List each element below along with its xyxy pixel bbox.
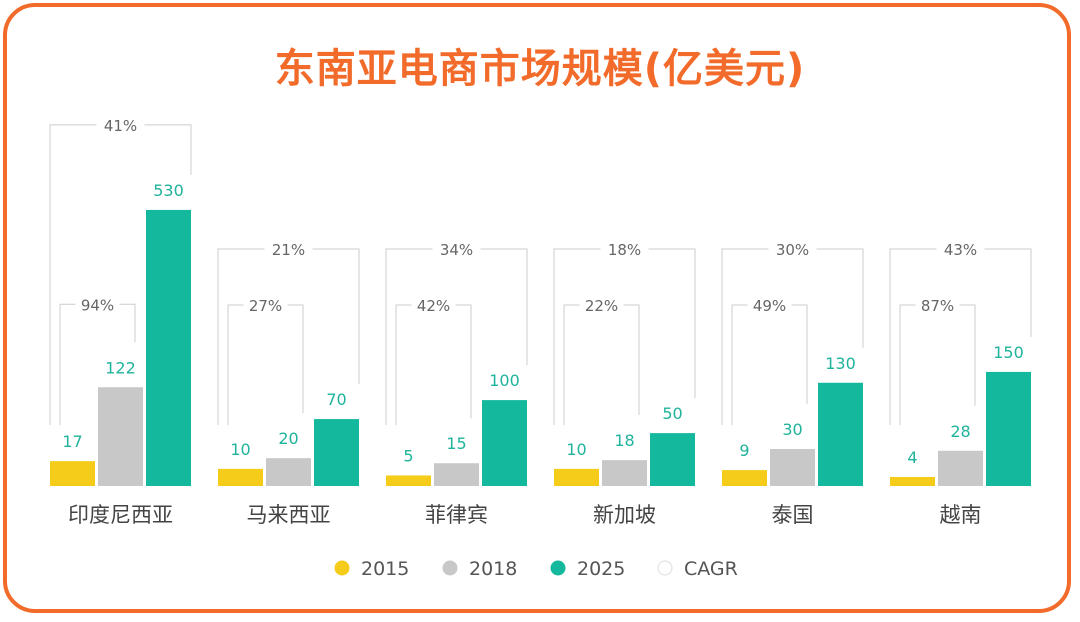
data-label: 10 bbox=[566, 440, 586, 459]
cagr-label-bg bbox=[579, 295, 624, 315]
data-label: 50 bbox=[662, 404, 682, 423]
cagr-bracket-inner bbox=[227, 304, 304, 425]
bar-2015 bbox=[50, 461, 95, 486]
legend-marker-2025 bbox=[550, 560, 566, 576]
category-label: 印度尼西亚 bbox=[68, 503, 173, 527]
cagr-bracket-outer bbox=[385, 248, 528, 425]
cagr-label-bg bbox=[768, 239, 817, 259]
data-label: 5 bbox=[403, 446, 413, 465]
data-label: 70 bbox=[326, 390, 346, 409]
bar-2018 bbox=[266, 458, 311, 486]
cagr-label-bg bbox=[936, 239, 985, 259]
cagr-label-inner: 94% bbox=[81, 296, 114, 314]
bar-2025 bbox=[650, 433, 695, 486]
data-label: 130 bbox=[825, 354, 856, 373]
category-label: 菲律宾 bbox=[425, 503, 488, 527]
cagr-bracket-inner bbox=[563, 304, 640, 425]
legend-marker-2018 bbox=[442, 560, 458, 576]
cagr-label-outer: 18% bbox=[608, 241, 641, 259]
data-label: 15 bbox=[446, 434, 466, 453]
data-label: 122 bbox=[105, 358, 136, 377]
bar-2018 bbox=[770, 449, 815, 486]
cagr-label-bg bbox=[411, 295, 456, 315]
cagr-bracket-inner bbox=[731, 304, 808, 425]
data-label: 9 bbox=[739, 441, 749, 460]
data-label: 17 bbox=[62, 432, 82, 451]
cagr-label-bg bbox=[432, 239, 481, 259]
cagr-label-bg bbox=[600, 239, 649, 259]
bar-2025 bbox=[818, 382, 863, 486]
cagr-label-outer: 41% bbox=[104, 117, 137, 135]
chart-title: 东南亚电商市场规模(亿美元) bbox=[274, 46, 806, 92]
bar-2025 bbox=[482, 400, 527, 486]
cagr-label-outer: 30% bbox=[776, 241, 809, 259]
category-label: 越南 bbox=[940, 503, 982, 527]
legend-marker-2015 bbox=[334, 560, 350, 576]
cagr-label-bg bbox=[747, 295, 792, 315]
legend-label: CAGR bbox=[684, 558, 738, 580]
bar-2025 bbox=[314, 419, 359, 486]
cagr-bracket-outer bbox=[553, 248, 696, 425]
data-label: 4 bbox=[907, 448, 917, 467]
bar-2018 bbox=[98, 387, 143, 486]
bar-2018 bbox=[434, 463, 479, 486]
bar-2015 bbox=[554, 468, 599, 486]
legend-label: 2015 bbox=[361, 558, 409, 580]
cagr-label-inner: 22% bbox=[585, 297, 618, 315]
cagr-label-bg bbox=[264, 239, 313, 259]
cagr-label-inner: 49% bbox=[753, 297, 786, 315]
bar-2018 bbox=[938, 450, 983, 486]
cagr-label-outer: 34% bbox=[440, 241, 473, 259]
cagr-label-inner: 27% bbox=[249, 297, 282, 315]
cagr-label-bg bbox=[243, 295, 288, 315]
bar-2025 bbox=[986, 371, 1031, 486]
cagr-label-bg bbox=[75, 294, 120, 315]
legend-label: 2018 bbox=[469, 558, 517, 580]
category-label: 泰国 bbox=[772, 503, 814, 527]
bar-2018 bbox=[602, 460, 647, 486]
chart-frame bbox=[3, 3, 1071, 613]
legend-marker-cagr bbox=[657, 560, 673, 576]
cagr-label-bg bbox=[915, 295, 960, 315]
data-label: 150 bbox=[993, 343, 1024, 362]
cagr-label-inner: 42% bbox=[417, 297, 450, 315]
data-label: 100 bbox=[489, 371, 520, 390]
bar-2015 bbox=[722, 470, 767, 486]
cagr-bracket-inner bbox=[395, 304, 472, 425]
cagr-label-inner: 87% bbox=[921, 297, 954, 315]
cagr-label-outer: 43% bbox=[944, 241, 977, 259]
cagr-label-bg bbox=[96, 114, 145, 135]
data-label: 20 bbox=[278, 429, 298, 448]
bar-2015 bbox=[218, 468, 263, 486]
bar-2015 bbox=[386, 475, 431, 486]
legend-label: 2025 bbox=[577, 558, 625, 580]
data-label: 18 bbox=[614, 431, 634, 450]
bar-2025 bbox=[146, 209, 191, 486]
data-label: 530 bbox=[153, 181, 184, 200]
data-label: 28 bbox=[950, 422, 970, 441]
bar-2015 bbox=[890, 476, 935, 486]
category-label: 马来西亚 bbox=[247, 503, 331, 527]
cagr-label-outer: 21% bbox=[272, 241, 305, 259]
category-label: 新加坡 bbox=[593, 503, 656, 527]
data-label: 30 bbox=[782, 420, 802, 439]
cagr-bracket-inner bbox=[899, 304, 976, 425]
data-label: 10 bbox=[230, 440, 250, 459]
